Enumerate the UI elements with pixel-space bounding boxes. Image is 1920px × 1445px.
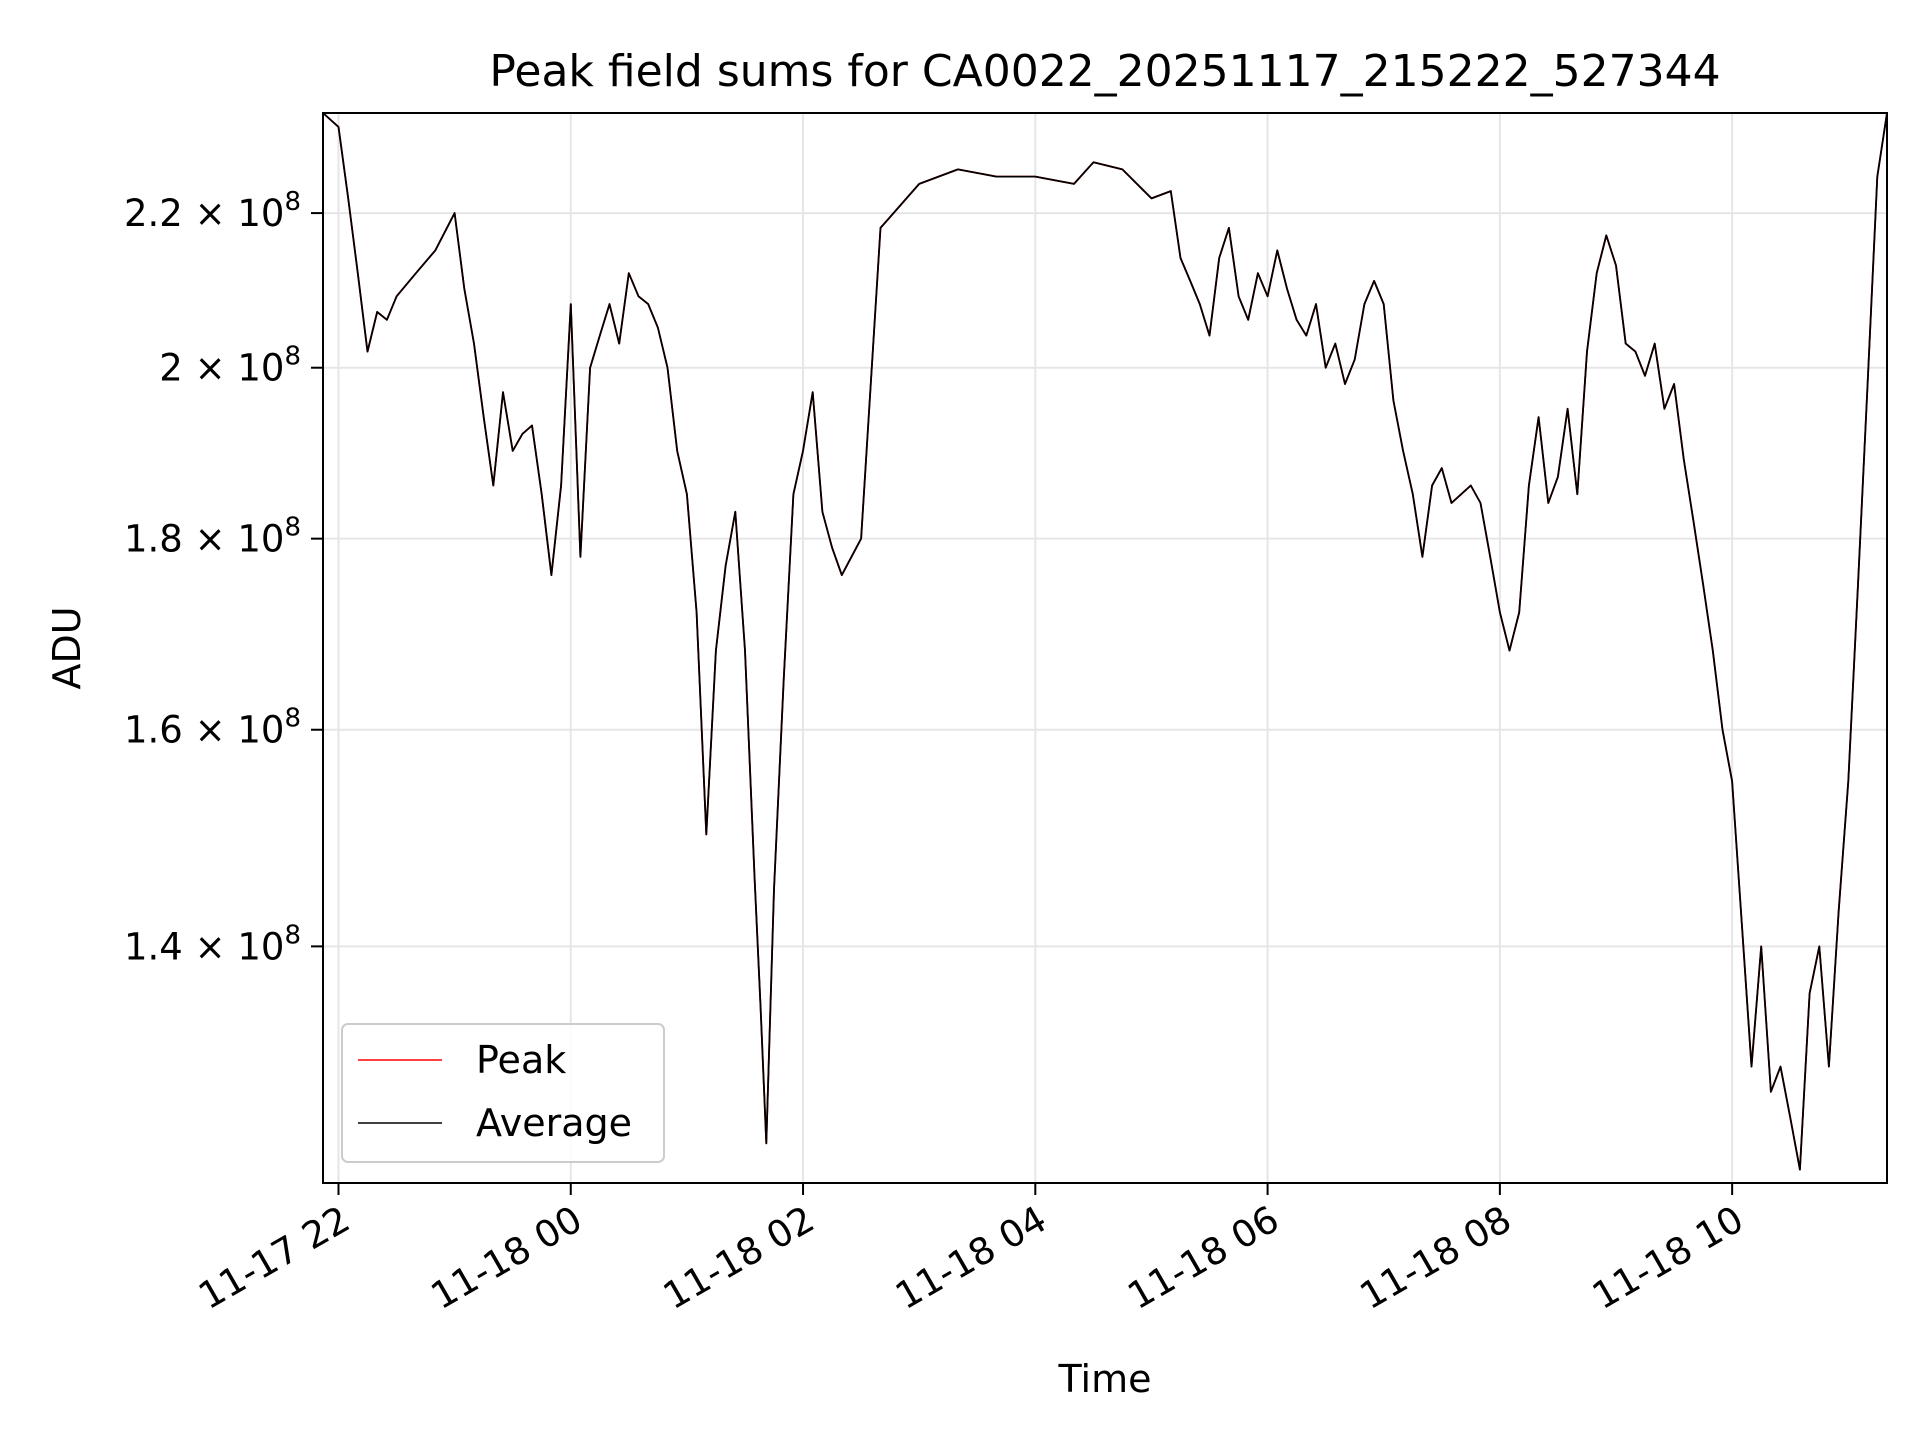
y-tick-label: 1.6 × 108 bbox=[124, 704, 301, 752]
y-tick-exponent: 8 bbox=[284, 704, 301, 734]
plot-frame bbox=[322, 112, 1888, 1184]
y-tick-multiplier: × 10 bbox=[195, 709, 285, 752]
y-tick-exponent: 8 bbox=[284, 513, 301, 543]
chart-title: Peak field sums for CA0022_20251117_2152… bbox=[489, 46, 1720, 97]
grid-lines bbox=[323, 113, 1887, 1183]
legend-label-average: Average bbox=[476, 1101, 632, 1145]
y-tick-mantissa: 2.2 bbox=[124, 192, 195, 235]
y-axis-label: ADU bbox=[45, 606, 89, 689]
y-tick-multiplier: × 10 bbox=[195, 518, 285, 561]
series-layer bbox=[322, 112, 1888, 1171]
y-tick-exponent: 8 bbox=[284, 920, 301, 950]
y-tick-mantissa: 1.6 bbox=[124, 709, 195, 752]
y-tick-exponent: 8 bbox=[284, 187, 301, 217]
legend-box bbox=[341, 1023, 665, 1163]
y-tick-label: 1.4 × 108 bbox=[124, 920, 301, 968]
y-tick-multiplier: × 10 bbox=[195, 925, 285, 968]
y-tick-multiplier: × 10 bbox=[195, 347, 285, 390]
y-tick-mantissa: 2 bbox=[159, 347, 194, 390]
y-tick-label: 2.2 × 108 bbox=[124, 187, 301, 235]
y-tick-multiplier: × 10 bbox=[195, 192, 285, 235]
legend: Peak Average bbox=[341, 1023, 665, 1163]
y-tick-mantissa: 1.4 bbox=[124, 925, 195, 968]
series-line-average bbox=[322, 112, 1888, 1171]
y-tick-label: 2 × 108 bbox=[159, 342, 301, 390]
x-axis-label: Time bbox=[1058, 1357, 1152, 1401]
legend-label-peak: Peak bbox=[476, 1038, 566, 1082]
y-tick-exponent: 8 bbox=[284, 342, 301, 372]
y-tick-label: 1.8 × 108 bbox=[124, 513, 301, 561]
y-tick-mantissa: 1.8 bbox=[124, 518, 195, 561]
